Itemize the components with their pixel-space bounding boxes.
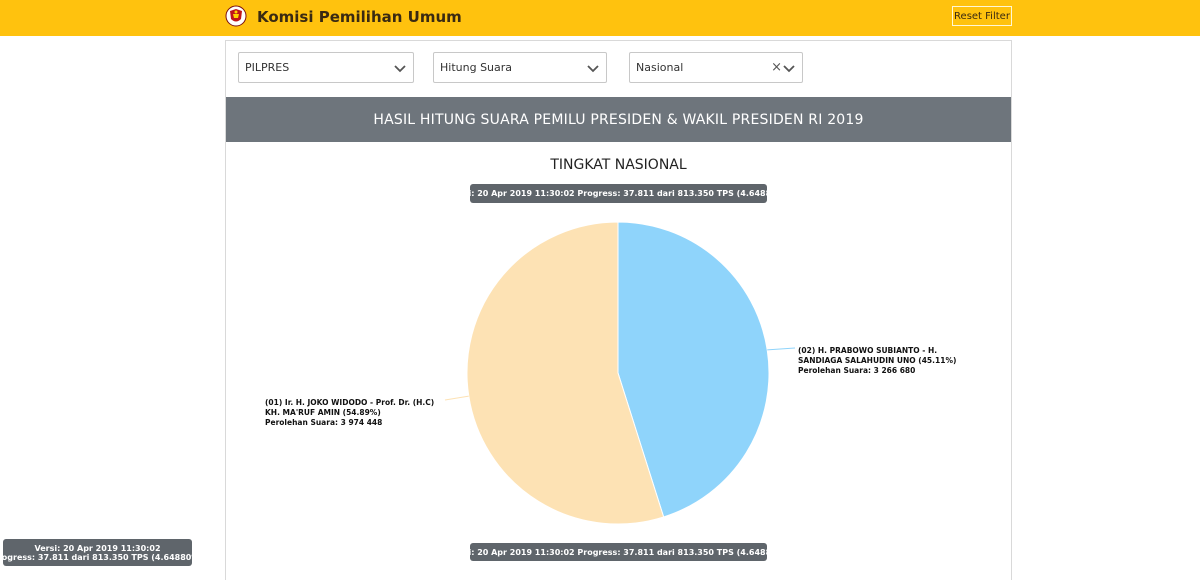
chart-subtitle: TINGKAT NASIONAL (550, 157, 687, 173)
election-type-select[interactable]: PILPRES (238, 52, 414, 83)
slice-label-01-votes: Perolehan Suara: 3 974 448 (265, 418, 383, 427)
clear-icon[interactable]: × (771, 60, 782, 75)
version-tooltip-bottom: Versi: 20 Apr 2019 11:30:02 Progress: 37… (449, 543, 788, 561)
count-type-value: Hitung Suara (440, 61, 513, 74)
slice-label-01: (01) Ir. H. JOKO WIDODO - Prof. Dr. (H.C… (265, 398, 445, 428)
version-tooltip-top: Versi: 20 Apr 2019 11:30:02 Progress: 37… (449, 184, 788, 203)
slice-label-02: (02) H. PRABOWO SUBIANTO - H. SANDIAGA S… (798, 346, 978, 376)
chevron-down-icon (587, 65, 599, 73)
app-title: Komisi Pemilihan Umum (257, 8, 462, 26)
region-select[interactable]: Nasional × (629, 52, 803, 83)
pie-slice-01[interactable] (466, 221, 665, 525)
corner-version-line: Versi: 20 Apr 2019 11:30:02 (34, 543, 161, 553)
count-type-select[interactable]: Hitung Suara (433, 52, 607, 83)
top-bar: Komisi Pemilihan Umum Reset Filter (0, 0, 1200, 36)
connector-line-01 (444, 395, 469, 401)
slice-label-02-votes: Perolehan Suara: 3 266 680 (798, 366, 916, 375)
chevron-down-icon (394, 65, 406, 73)
kpu-logo-icon (225, 5, 247, 27)
slice-label-02-name: (02) H. PRABOWO SUBIANTO - H. SANDIAGA S… (798, 346, 957, 365)
corner-progress-line: Progress: 37.811 dari 813.350 TPS (4.648… (0, 552, 204, 562)
chevron-down-icon (783, 65, 795, 73)
region-value: Nasional (636, 61, 684, 74)
connector-line-02 (767, 347, 796, 351)
slice-label-01-name: (01) Ir. H. JOKO WIDODO - Prof. Dr. (H.C… (265, 398, 435, 417)
version-tooltip-corner: Versi: 20 Apr 2019 11:30:02 Progress: 37… (0, 539, 203, 566)
reset-filter-button[interactable]: Reset Filter (952, 6, 1012, 26)
election-type-value: PILPRES (245, 61, 290, 74)
report-title: HASIL HITUNG SUARA PEMILU PRESIDEN & WAK… (226, 97, 1011, 142)
